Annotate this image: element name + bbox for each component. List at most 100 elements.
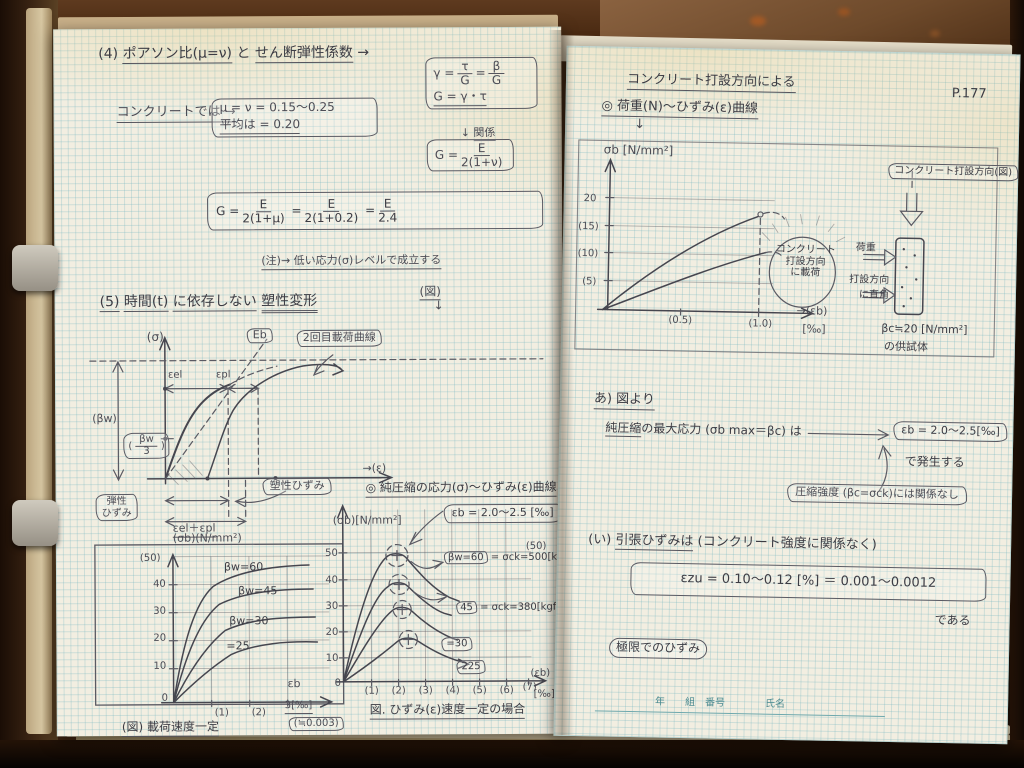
chartC-xtick-6: (6)	[499, 684, 514, 697]
casting-direction-box: コンクリート打設方向(図)	[888, 162, 1019, 181]
secA-heading: あ) 図より	[593, 391, 655, 411]
down-arrow-icon: ↓	[460, 126, 470, 140]
chartD-tick-5: (5)	[582, 276, 597, 288]
specimen-label: の供試体	[883, 339, 929, 354]
right-header-casting: コンクリート打設方向による	[626, 72, 796, 94]
chartB-xtick-3: 3[‰]	[284, 699, 313, 714]
g-tau-formula: G = γ・τ	[433, 89, 487, 107]
left-page: (4) ポアソン比(μ=ν) と せん断弾性係数 → γ = τ G = β G G = …	[53, 26, 594, 737]
secI-heading: (い) 引張ひずみは (コンクリート強度に関係なく)	[588, 532, 877, 553]
section4-number: (4)	[98, 45, 119, 63]
chartA-eps-plastic: εpl	[215, 369, 231, 381]
chartB-xtick-1: (1)	[214, 707, 229, 719]
chartA-eb-label: Eb	[246, 328, 273, 343]
secI-ultimate-strain-note: 極限でのひずみ	[608, 637, 708, 660]
chartC-xtick-3: (3)	[418, 685, 433, 697]
chart-loading-rate	[94, 543, 345, 708]
chartC-xtick-1: (1)	[364, 685, 379, 697]
chartB-tick-40: 40	[153, 578, 166, 590]
section4-poisson: ポアソン比(μ=ν)	[122, 45, 233, 64]
chartC-tick-50: 50	[325, 547, 338, 559]
chartB-curve-bw30: βw=30	[229, 614, 269, 628]
desk-stain	[838, 8, 850, 16]
footer-name-fields: 年 組 番号 氏名	[654, 696, 786, 711]
chartD-tick-10: (10)	[577, 247, 599, 260]
chartD-xtick-10: (1.0)	[748, 318, 773, 330]
folder-edge	[26, 8, 52, 734]
section4-shear: せん断弾性係数	[254, 44, 353, 64]
shear-modulus-expanded-box: G = E 2(1+μ) = E 2(1+0.2) = E 2.4	[207, 190, 544, 231]
secI-dearu: である	[934, 612, 971, 628]
chartD-tick-20: 20	[583, 193, 597, 205]
chartB-x-eps: εb	[287, 677, 301, 691]
chartA-elastic-strain-label: 弾性 ひずみ	[95, 493, 138, 522]
right-page: コンクリート打設方向による ◎ 荷重(N)〜ひずみ(ε)曲線 ↓ P.177	[553, 45, 1021, 745]
chartC-xtick-5: (5)	[472, 685, 487, 697]
chartD-perp-label-1: 打設方向	[849, 274, 890, 286]
center-fold-shadow	[548, 30, 574, 735]
chart-casting-direction	[574, 139, 999, 358]
chart-strain-rate	[335, 503, 548, 687]
secA-eps-box: εb = 2.0〜2.5[‰]	[893, 421, 1008, 442]
photo-dark-bottom	[0, 740, 1024, 768]
validity-note: (注)→ 低い応力(σ)レベルで成立する	[261, 253, 442, 270]
figure-reference: (図) ↓	[419, 284, 444, 313]
gamma-formula: γ = τ G = β G	[433, 59, 529, 87]
chartD-x-unit: [‰]	[802, 322, 826, 336]
page-number: P.177	[951, 86, 987, 102]
chartB-tick-30: 30	[153, 605, 166, 617]
secA-occurs: で発生する	[904, 454, 965, 470]
chartD-tick-15: (15)	[578, 220, 599, 233]
poisson-range: μ = ν = 0.15〜0.25	[219, 99, 335, 115]
poisson-value-box: μ = ν = 0.15〜0.25 平均は = 0.20	[211, 97, 378, 138]
footer-line	[594, 710, 885, 717]
chartB-xtick-2: (2)	[251, 707, 266, 719]
section4-title: (4) ポアソン比(μ=ν) と せん断弾性係数 →	[98, 44, 369, 64]
chartC-tick-20: 20	[325, 626, 339, 638]
down-arrow-icon: ↓	[634, 117, 646, 133]
shear-modulus-formula-box: G = E 2(1+ν)	[426, 138, 514, 172]
chartC-caption: 図. ひずみ(ε)速度一定の場合	[370, 702, 526, 720]
chartD-perp-label-2: に直角	[858, 289, 890, 301]
chart-plastic-deformation	[89, 335, 544, 527]
secI-strain-box: εzu = 0.10〜0.12 [%] ＝ 0.001〜0.0012	[630, 562, 987, 602]
chartD-xtick-05: (0.5)	[668, 314, 693, 327]
down-arrow-icon: ↓	[433, 298, 444, 313]
chartC-note-50: (50)	[525, 540, 547, 552]
chartB-y-label: (σb)(N/mm²)	[172, 531, 242, 545]
chartB-tick-20: 20	[153, 632, 167, 644]
chartA-y-label: (σ)	[146, 329, 164, 344]
section4-to: と	[236, 45, 251, 62]
chartC-y-label: (σb)[N/mm²]	[332, 513, 402, 527]
chartC-tick-10: 10	[325, 652, 339, 664]
binder-clip-top	[12, 245, 58, 291]
chartB-origin: 0	[161, 692, 169, 704]
chartB-tick-10: 10	[153, 660, 167, 672]
chartA-second-load-label: 2回目載荷曲線	[296, 329, 382, 347]
chartB-curve-bw60: βw=60	[223, 560, 264, 574]
right-header-load-strain: ◎ 荷重(N)〜ひずみ(ε)曲線	[601, 98, 758, 120]
binder-clip-bottom	[12, 500, 58, 546]
chartC-label-225: 225	[456, 660, 486, 674]
chartA-beta-w: (βw)	[92, 412, 117, 426]
chartC-label-30: =30	[441, 637, 473, 651]
relation-note: ↓ 関係	[460, 126, 496, 142]
desk-stain	[750, 16, 766, 26]
chartC-xtick-4: (4)	[445, 685, 460, 697]
secA-curved-arrow	[878, 444, 892, 492]
chartD-load-label: 荷重	[855, 242, 876, 254]
chartD-y-label: σb [N/mm²]	[603, 142, 674, 158]
chartC-xtick-2: (2)	[391, 685, 406, 697]
specimen-strength: βc≒20 [N/mm²]	[881, 321, 968, 337]
chartC-tick-40: 40	[325, 574, 339, 586]
secA-body: 純圧縮の最大応力 (σb max＝βc) は	[605, 420, 802, 439]
chartB-curve-bw25: =25	[226, 639, 250, 653]
chartB-curve-bw45: βw=45	[238, 584, 278, 598]
chartA-eps-elastic: εel	[167, 369, 183, 381]
poisson-average: 平均は = 0.20	[220, 117, 301, 135]
chartC-origin: 0	[334, 677, 341, 689]
chartB-tick-50: (50)	[139, 552, 161, 564]
desk-stain	[930, 30, 940, 37]
section5-title: (5) 時間(t) に依存しない 塑性変形	[99, 292, 318, 314]
